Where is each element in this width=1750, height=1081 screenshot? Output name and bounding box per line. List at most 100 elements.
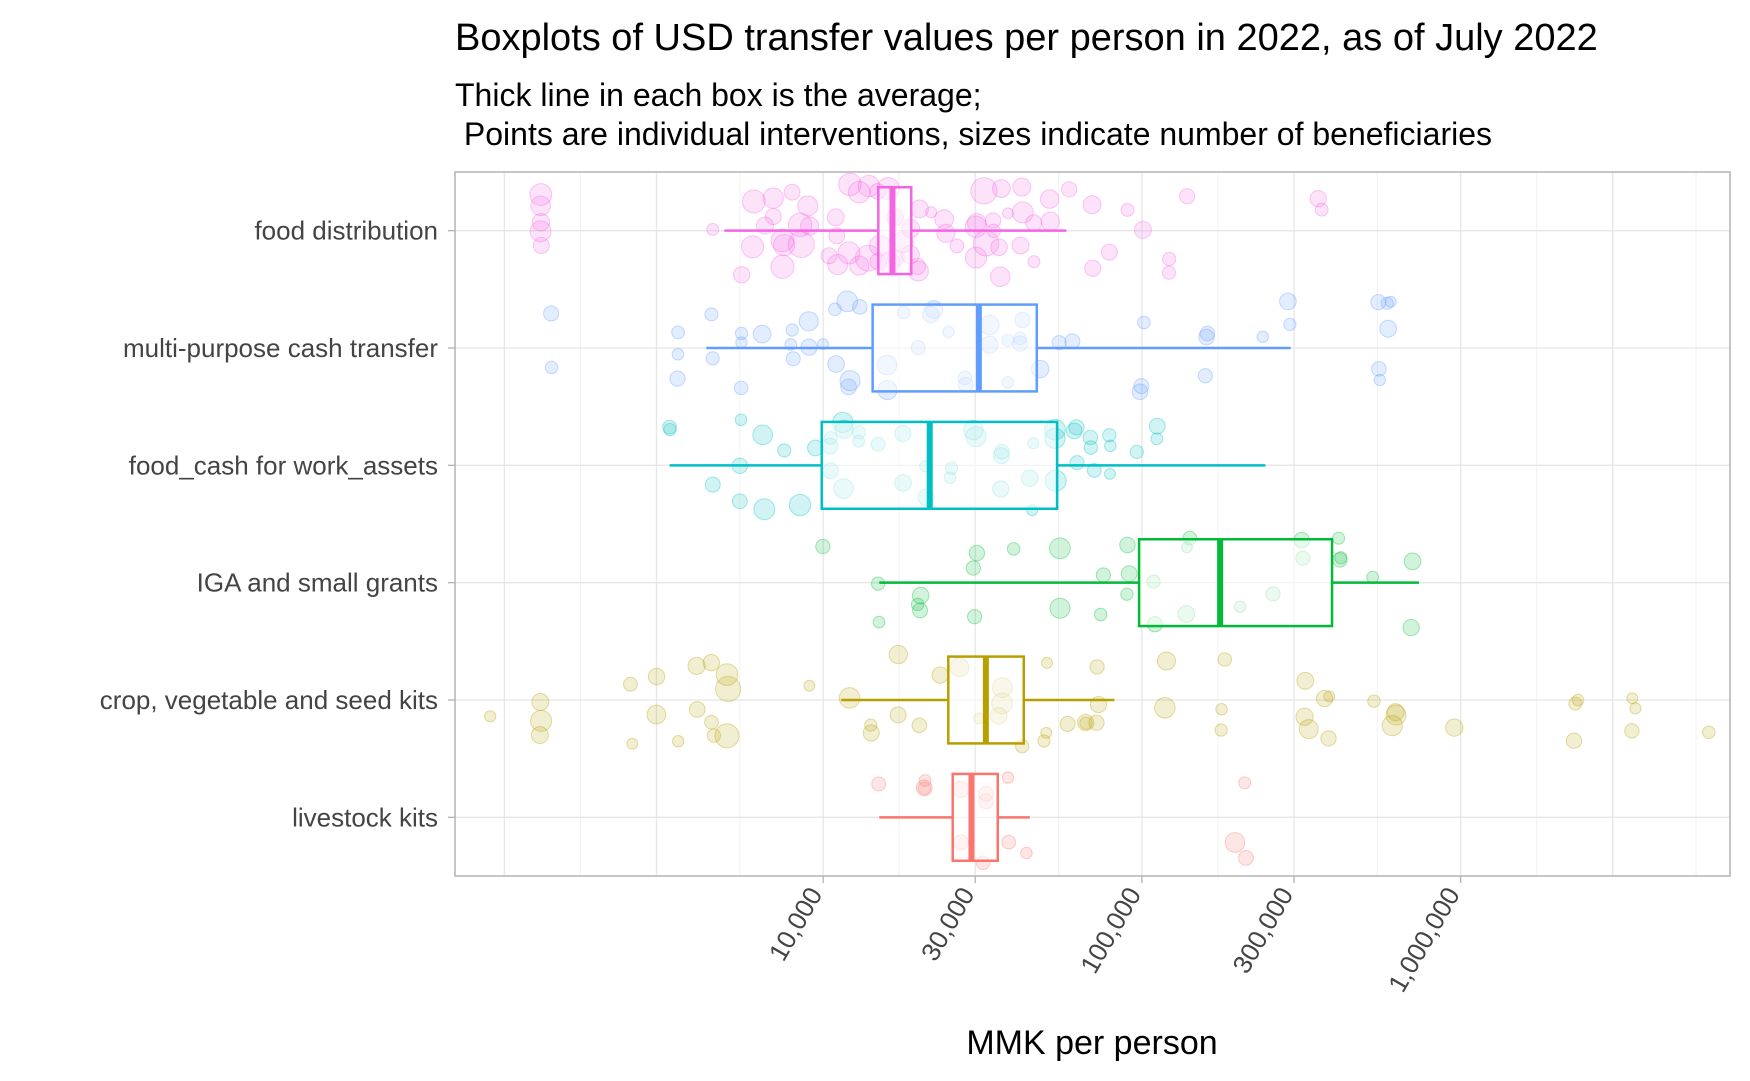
data-point — [770, 254, 795, 279]
data-point — [1565, 732, 1583, 749]
data-point — [1089, 659, 1105, 675]
data-point — [530, 709, 553, 732]
data-point — [733, 266, 751, 284]
data-point — [970, 177, 998, 205]
data-point — [888, 644, 909, 665]
data-point — [1039, 189, 1060, 209]
chart-subtitle-line1: Thick line in each box is the average; — [455, 77, 982, 113]
data-point — [1051, 335, 1067, 351]
data-point — [837, 241, 861, 265]
data-point — [1025, 214, 1043, 232]
data-point — [1224, 832, 1246, 853]
data-point — [1104, 467, 1116, 480]
boxes-layer — [669, 186, 1419, 862]
data-point — [704, 476, 721, 493]
data-point — [1162, 251, 1177, 267]
data-point — [1129, 444, 1144, 459]
data-point — [1156, 651, 1177, 671]
data-point — [1150, 432, 1164, 446]
data-point — [1068, 419, 1085, 436]
data-point — [530, 726, 549, 745]
data-point — [1332, 531, 1346, 545]
y-axis-label: food_cash for work_assets — [129, 450, 438, 480]
data-point — [1082, 195, 1102, 215]
y-axis-label: crop, vegetable and seed kits — [100, 685, 438, 715]
data-point — [990, 266, 1011, 287]
data-point — [1012, 177, 1032, 197]
data-point — [917, 781, 932, 796]
data-point — [1295, 707, 1314, 726]
data-point — [734, 326, 749, 341]
data-point — [788, 493, 812, 517]
data-point — [949, 238, 965, 254]
y-axis-label: livestock kits — [292, 802, 438, 832]
data-point — [715, 675, 742, 703]
data-point — [1065, 422, 1083, 440]
data-point — [1049, 597, 1071, 619]
data-point — [669, 370, 686, 387]
data-point — [936, 223, 956, 243]
data-point — [800, 216, 820, 236]
data-point — [715, 663, 739, 687]
data-point — [1011, 201, 1034, 224]
data-point — [1084, 259, 1102, 277]
data-point — [925, 206, 938, 219]
data-point — [1120, 202, 1135, 217]
data-point — [872, 615, 886, 629]
data-point — [529, 220, 552, 243]
data-point — [531, 693, 550, 711]
data-point — [966, 609, 983, 625]
data-point — [773, 233, 796, 257]
data-point — [783, 183, 801, 201]
data-point — [912, 602, 929, 619]
data-point — [1082, 429, 1099, 446]
data-point — [1148, 417, 1166, 435]
data-point — [1199, 325, 1216, 342]
data-point — [1002, 207, 1015, 220]
data-point — [1238, 849, 1254, 866]
data-point — [990, 238, 1008, 257]
data-point — [1137, 315, 1151, 330]
data-point — [1381, 715, 1403, 737]
data-point — [646, 704, 667, 725]
data-point — [785, 323, 799, 337]
data-point — [1214, 723, 1228, 737]
data-point — [1334, 551, 1348, 565]
y-axis-label: IGA and small grants — [197, 568, 438, 598]
x-axis-tick-label: 300,000 — [1226, 882, 1299, 978]
data-point — [531, 213, 551, 232]
data-point — [820, 247, 838, 265]
data-point — [931, 666, 949, 684]
data-point — [687, 656, 706, 676]
data-point — [1370, 294, 1387, 311]
data-point — [1102, 428, 1117, 443]
data-point — [803, 679, 816, 692]
data-point — [1041, 656, 1053, 669]
data-point — [1320, 730, 1337, 747]
data-point — [762, 187, 784, 209]
data-point — [1131, 383, 1149, 401]
data-point — [1238, 776, 1252, 790]
data-point — [1624, 723, 1640, 739]
data-point — [840, 378, 857, 396]
data-point — [705, 351, 720, 366]
data-point — [626, 737, 639, 750]
data-point — [1380, 296, 1394, 310]
data-point — [911, 586, 930, 605]
plot-grid — [455, 172, 1730, 876]
data-point — [1314, 202, 1329, 217]
data-point — [688, 701, 706, 718]
data-point — [1217, 652, 1233, 667]
data-point — [862, 724, 880, 742]
data-point — [1283, 317, 1297, 331]
data-point — [1040, 211, 1061, 232]
data-point — [1367, 694, 1381, 708]
data-point — [991, 179, 1011, 198]
data-point — [1011, 236, 1030, 255]
data-point — [1215, 703, 1228, 716]
data-point — [1403, 552, 1422, 571]
y-axis-label: food distribution — [254, 216, 438, 246]
data-point — [663, 422, 677, 437]
data-point — [704, 307, 719, 322]
data-point — [1104, 439, 1117, 453]
